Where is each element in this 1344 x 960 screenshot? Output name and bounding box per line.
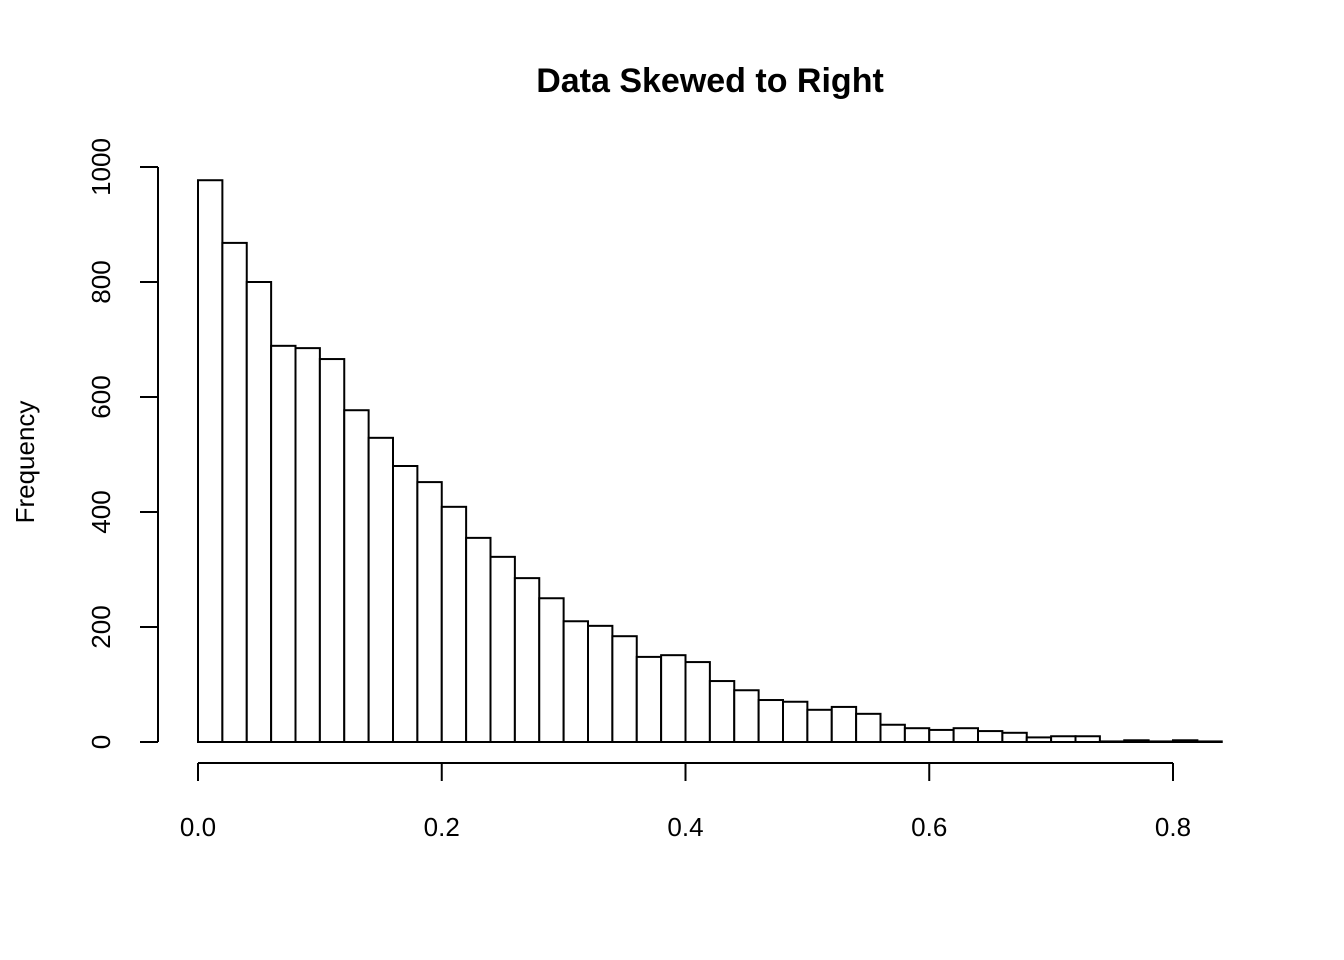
histogram-bar [1074,735,1101,743]
histogram-bar [587,624,614,743]
histogram-bar [879,723,906,743]
histogram-bar [392,465,419,743]
histogram-bar [733,689,760,743]
histogram-bar [635,655,663,744]
histogram-bar [489,555,516,743]
histogram-bar [245,281,273,743]
x-tick-label: 0.2 [424,812,460,842]
histogram-bar [977,730,1004,744]
x-axis: 0.0 0.2 0.4 0.6 0.8 [180,762,1191,842]
x-tick-label: 0.0 [180,812,216,842]
histogram-bar [1196,740,1223,743]
histogram-bar [903,727,931,744]
x-tick-label: 0.4 [667,812,703,842]
histogram-bar [806,708,833,743]
histogram-bar [440,505,468,744]
chart-title: Data Skewed to Right [536,62,884,100]
histogram-bar [855,712,882,744]
y-axis-label: Frequency [10,401,40,524]
histogram-bar [952,727,979,744]
histogram-bar [757,699,784,744]
histogram-bar [513,577,541,743]
histogram-bar [465,536,492,743]
y-tick-label: 0 [86,735,116,749]
x-tick-label: 0.8 [1155,812,1191,842]
y-tick-label: 400 [86,490,116,533]
y-tick-label: 800 [86,260,116,303]
bars-group [197,179,1223,744]
histogram-bar [782,700,809,743]
histogram-bar [660,654,687,743]
histogram-bar [1123,739,1150,744]
histogram-bar [1025,736,1053,744]
histogram-bar [1050,735,1077,743]
histogram-bar [343,409,370,743]
histogram-bar [221,241,248,743]
y-axis: 0 200 400 600 800 1000 [86,138,159,749]
histogram-bar [270,344,297,743]
histogram-bar [367,436,394,743]
histogram-bar [294,347,321,743]
histogram-bar [318,358,346,743]
y-tick-label: 1000 [86,138,116,196]
histogram-bar [684,661,711,744]
histogram-bar [538,597,565,743]
histogram-bar [1098,740,1126,743]
histogram-bar [197,179,224,744]
y-tick-label: 200 [86,605,116,648]
histogram-bar [1147,740,1174,743]
histogram-bar [928,728,955,743]
x-tick-label: 0.6 [911,812,947,842]
histogram-bar [562,620,589,743]
histogram-bar [416,481,443,743]
histogram-bar [1172,739,1199,744]
histogram-bar [708,680,736,743]
y-tick-label: 600 [86,375,116,418]
histogram-bar [830,705,858,743]
histogram-bar [611,635,638,744]
histogram-bar [1001,731,1028,743]
